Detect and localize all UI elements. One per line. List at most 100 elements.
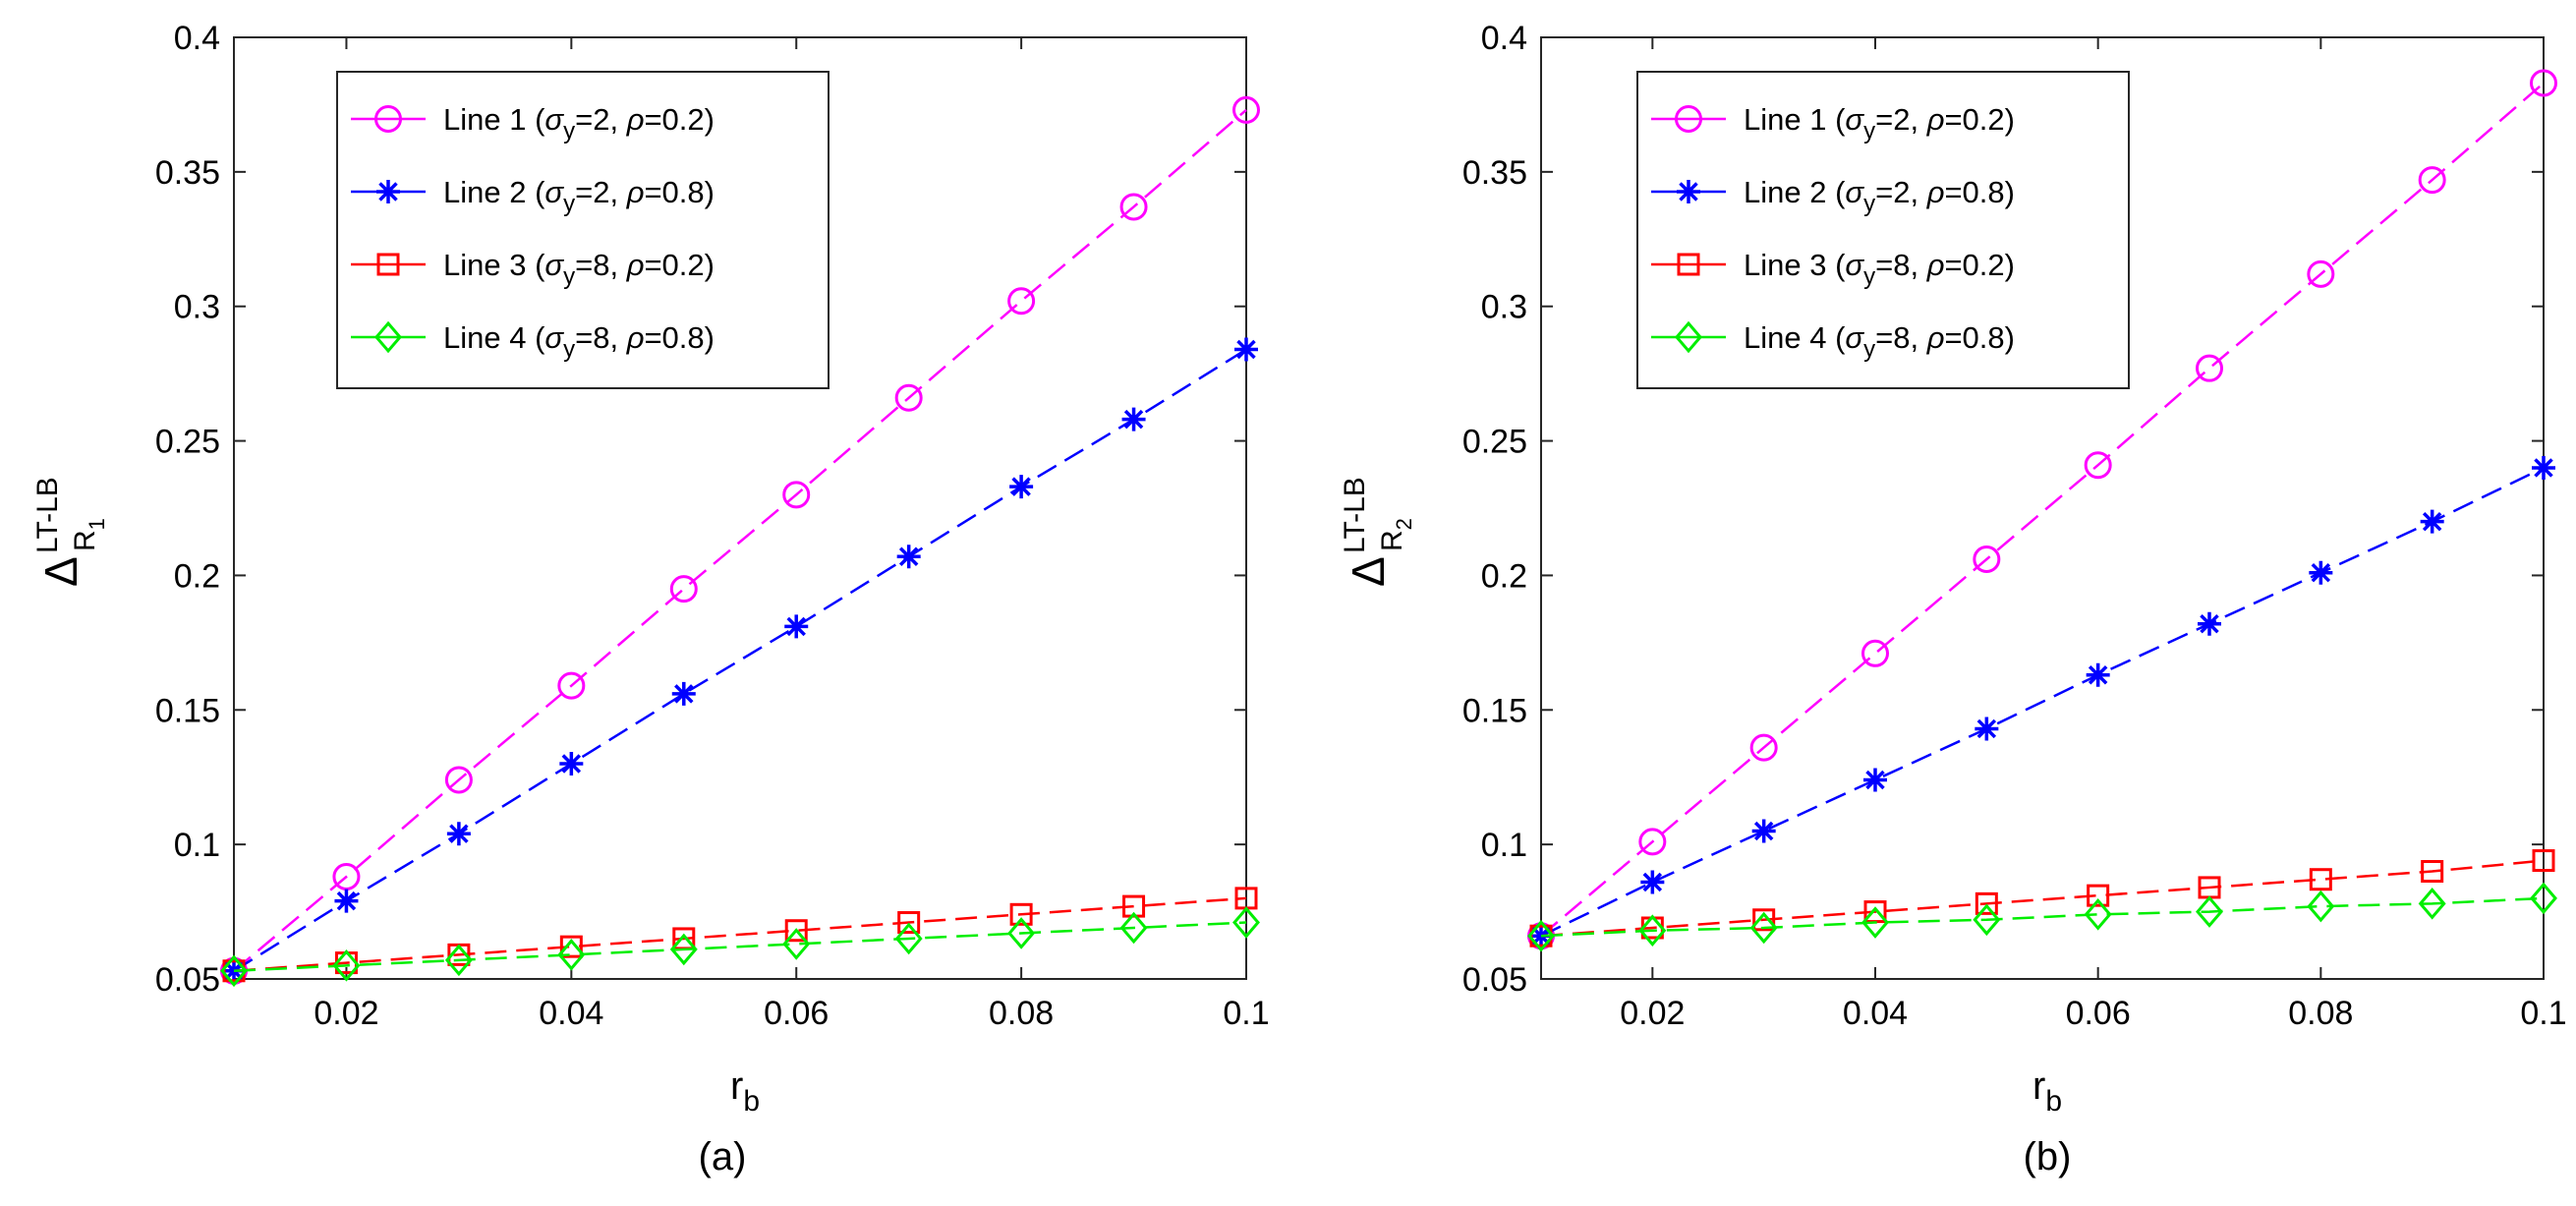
y-tick-label: 0.25 bbox=[1462, 424, 1527, 461]
legend-entry-1: Line 1 (σy=2, ρ=0.2) bbox=[351, 102, 715, 144]
legend-label: Line 4 (σy=8, ρ=0.8) bbox=[1744, 320, 2015, 363]
data-point bbox=[222, 958, 246, 983]
series-line bbox=[1540, 896, 2545, 938]
data-point bbox=[1861, 906, 1889, 939]
data-point bbox=[897, 911, 921, 935]
data-point bbox=[2086, 662, 2110, 687]
x-tick-label: 0.08 bbox=[2288, 995, 2353, 1032]
legend-entry-4: Line 4 (σy=8, ρ=0.8) bbox=[351, 320, 715, 363]
legend-label: Line 2 (σy=2, ρ=0.8) bbox=[1744, 175, 2015, 217]
legend-marker bbox=[376, 180, 400, 203]
data-point bbox=[896, 545, 921, 569]
data-point bbox=[2421, 860, 2444, 884]
data-point bbox=[444, 944, 473, 977]
data-point bbox=[671, 681, 696, 706]
data-point bbox=[1121, 407, 1146, 431]
legend-label: Line 1 (σy=2, ρ=0.2) bbox=[1744, 102, 2015, 144]
data-point bbox=[2309, 560, 2333, 585]
data-point bbox=[2198, 611, 2221, 636]
legend-entry-4: Line 4 (σy=8, ρ=0.8) bbox=[1651, 320, 2015, 363]
data-point bbox=[2307, 259, 2335, 288]
data-point bbox=[557, 671, 586, 700]
panel-caption: (b) bbox=[2024, 1135, 2072, 1178]
x-axis-label: rb bbox=[2032, 1064, 2062, 1118]
data-point bbox=[1973, 903, 2001, 937]
x-tick-label: 0.04 bbox=[1843, 995, 1908, 1032]
data-point bbox=[1973, 546, 2001, 574]
data-point bbox=[1861, 639, 1889, 667]
legend-label: Line 4 (σy=8, ρ=0.8) bbox=[443, 320, 715, 363]
legend: Line 1 (σy=2, ρ=0.2) Line 2 (σy=2, ρ=0.8)… bbox=[1636, 71, 2130, 389]
data-point bbox=[669, 575, 698, 603]
x-tick-label: 0.02 bbox=[314, 995, 378, 1032]
data-point bbox=[2084, 451, 2112, 480]
data-point bbox=[2309, 868, 2332, 891]
data-point bbox=[669, 933, 698, 966]
legend-box bbox=[336, 71, 830, 389]
data-point bbox=[332, 949, 361, 982]
data-point bbox=[1749, 733, 1778, 762]
y-tick-label: 0.15 bbox=[1462, 692, 1527, 729]
series-4 bbox=[220, 906, 1260, 988]
legend-marker bbox=[1675, 105, 1702, 133]
legend-entry-3: Line 3 (σy=8, ρ=0.2) bbox=[351, 248, 715, 290]
y-tick-label: 0.2 bbox=[174, 557, 220, 595]
data-point bbox=[1529, 924, 1553, 948]
data-point bbox=[1009, 475, 1034, 499]
data-point bbox=[1527, 919, 1555, 952]
data-point bbox=[444, 766, 473, 794]
y-axis-label-superscript: LT-LB bbox=[1339, 477, 1371, 553]
series-2 bbox=[1529, 455, 2555, 948]
data-point bbox=[2530, 69, 2557, 97]
y-tick-label: 0.3 bbox=[1481, 289, 1527, 326]
y-tick-label: 0.25 bbox=[155, 424, 220, 461]
legend-marker bbox=[376, 253, 400, 276]
x-tick-label: 0.06 bbox=[764, 995, 829, 1032]
chart-panel-a: 0.02 0.04 0.06 0.08 0.1 0.05 0.1 0.15 0.2 0.25 0.3… bbox=[31, 20, 1270, 1178]
series-line bbox=[233, 921, 1247, 973]
legend-entry-3: Line 3 (σy=8, ρ=0.2) bbox=[1651, 248, 2015, 290]
data-point bbox=[220, 954, 248, 988]
data-point bbox=[446, 822, 471, 846]
data-point bbox=[334, 889, 359, 913]
data-point bbox=[1119, 193, 1148, 221]
series-line bbox=[233, 108, 1247, 972]
data-point bbox=[784, 614, 809, 639]
legend-marker bbox=[1677, 253, 1700, 276]
y-tick-label: 0.1 bbox=[1481, 827, 1527, 864]
data-point bbox=[1232, 906, 1260, 939]
x-axis-label: rb bbox=[730, 1064, 760, 1118]
y-tick-label: 0.05 bbox=[155, 961, 220, 999]
series-4 bbox=[1527, 882, 2557, 952]
data-point bbox=[1975, 891, 1998, 915]
data-point bbox=[1232, 95, 1260, 124]
data-point bbox=[2084, 898, 2112, 931]
legend-marker bbox=[1677, 180, 1700, 203]
data-point bbox=[1007, 917, 1036, 949]
data-point bbox=[2532, 849, 2555, 873]
data-point bbox=[782, 481, 811, 509]
legend-label: Line 3 (σy=8, ρ=0.2) bbox=[1744, 248, 2015, 290]
data-point bbox=[2087, 884, 2110, 907]
data-point bbox=[2196, 354, 2223, 382]
series-2 bbox=[222, 337, 1258, 983]
legend-marker bbox=[374, 105, 402, 133]
series-line bbox=[1540, 466, 2545, 938]
legend-entry-2: Line 2 (σy=2, ρ=0.8) bbox=[1651, 175, 2015, 217]
x-tick-label: 0.1 bbox=[1223, 995, 1269, 1032]
panel-caption: (a) bbox=[699, 1135, 747, 1178]
y-tick-label: 0.05 bbox=[1462, 961, 1527, 999]
x-tick-label: 0.1 bbox=[2520, 995, 2566, 1032]
data-point bbox=[1234, 337, 1258, 362]
legend-marker bbox=[1675, 320, 1702, 354]
y-tick-label: 0.4 bbox=[174, 20, 220, 57]
legend-label: Line 2 (σy=2, ρ=0.8) bbox=[443, 175, 715, 217]
data-point bbox=[1752, 908, 1776, 932]
y-tick-label: 0.4 bbox=[1481, 20, 1527, 57]
y-axis-label-subscript: R1 bbox=[69, 518, 109, 551]
data-point bbox=[2418, 888, 2446, 920]
y-axis-label: Δ bbox=[1343, 556, 1394, 587]
data-point bbox=[2532, 455, 2555, 480]
legend-box bbox=[1636, 71, 2130, 389]
y-axis-label: Δ bbox=[35, 556, 86, 587]
